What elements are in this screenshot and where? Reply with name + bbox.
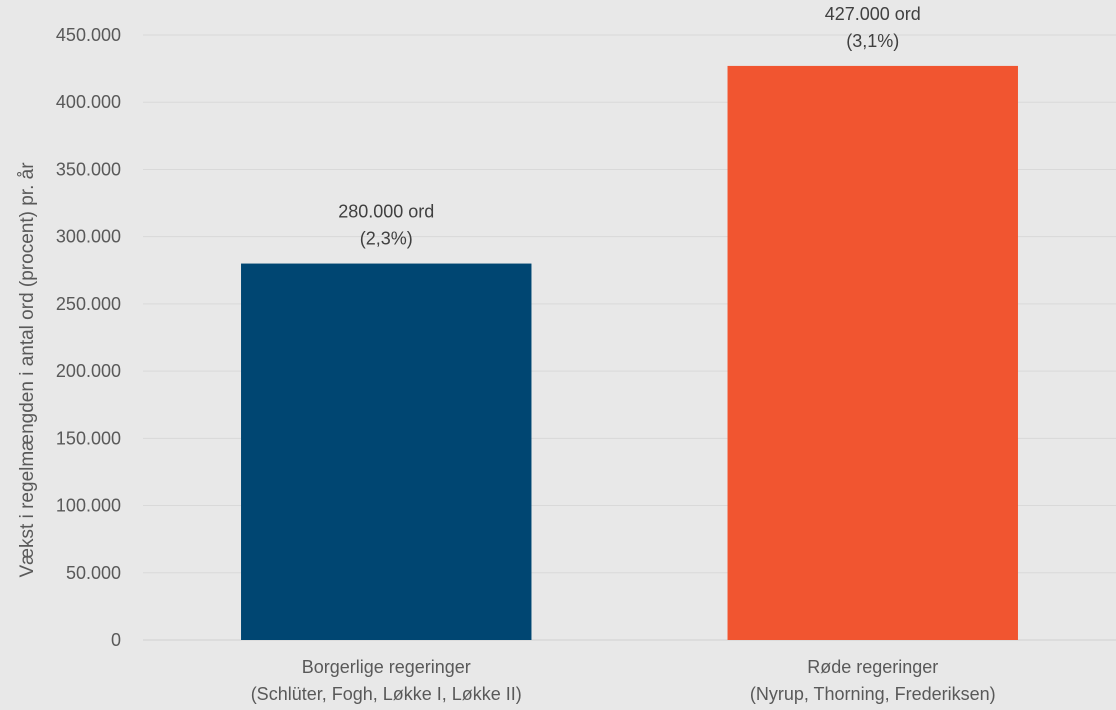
y-tick-label: 350.000 xyxy=(56,159,121,179)
x-category-sublabel: (Schlüter, Fogh, Løkke I, Løkke II) xyxy=(251,684,522,704)
y-tick-label: 450.000 xyxy=(56,25,121,45)
bar xyxy=(727,65,1018,640)
x-category-sublabel: (Nyrup, Thorning, Frederiksen) xyxy=(750,684,996,704)
x-axis-categories: Borgerlige regeringer (Schlüter, Fogh, Lø… xyxy=(251,657,996,704)
data-label-percent: (3,1%) xyxy=(846,31,899,51)
x-category-label: Røde regeringer xyxy=(807,657,938,677)
y-tick-label: 0 xyxy=(111,630,121,650)
data-label-value: 280.000 ord xyxy=(338,202,434,222)
y-tick-label: 250.000 xyxy=(56,294,121,314)
bars xyxy=(241,65,1018,640)
data-label-value: 427.000 ord xyxy=(825,4,921,24)
bar xyxy=(241,263,532,640)
data-labels: 280.000 ord (2,3%) 427.000 ord (3,1%) xyxy=(338,4,921,249)
y-tick-label: 200.000 xyxy=(56,361,121,381)
data-label-percent: (2,3%) xyxy=(360,229,413,249)
y-tick-label: 300.000 xyxy=(56,227,121,247)
y-tick-label: 400.000 xyxy=(56,92,121,112)
y-axis-title: Vækst i regelmængden i antal ord (procen… xyxy=(17,162,38,578)
y-axis-ticks: 0 50.000 100.000 150.000 200.000 250.000 300.0… xyxy=(56,25,121,650)
y-tick-label: 150.000 xyxy=(56,428,121,448)
y-tick-label: 100.000 xyxy=(56,496,121,516)
y-tick-label: 50.000 xyxy=(66,563,121,583)
x-category-label: Borgerlige regeringer xyxy=(302,657,471,677)
